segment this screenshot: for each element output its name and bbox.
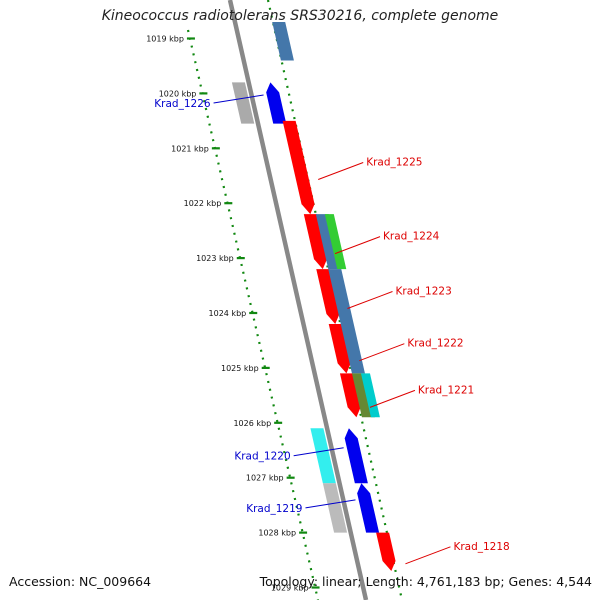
kbp-tick-label: 1024 kbp <box>209 309 247 318</box>
gene-arrow <box>266 82 287 124</box>
gene-block <box>328 269 354 324</box>
gene-label-krad-1219: Krad_1219 <box>246 503 302 515</box>
label-leader-line <box>318 162 364 180</box>
gene-arrow <box>357 483 380 533</box>
gene-block <box>322 483 348 533</box>
kbp-tick-label: 1027 kbp <box>246 474 284 483</box>
kbp-tick-label: 1028 kbp <box>258 529 296 538</box>
genome-backbone <box>227 0 369 600</box>
label-leader-line <box>334 236 381 255</box>
kbp-tick-label: 1020 kbp <box>159 89 197 98</box>
kbp-tick-label: 1025 kbp <box>221 364 259 373</box>
label-leader-line <box>359 343 405 362</box>
genome-title: Kineococcus radiotolerans SRS30216, comp… <box>101 8 499 24</box>
label-leader-line <box>305 499 356 509</box>
label-leader-line <box>405 546 451 565</box>
gene-arrow <box>316 269 340 324</box>
gene-label-krad-1218: Krad_1218 <box>453 541 509 553</box>
label-leader-line <box>293 447 344 457</box>
gene-arrow <box>328 323 351 374</box>
gene-track <box>231 22 396 572</box>
gene-label-krad-1223: Krad_1223 <box>396 286 452 298</box>
kbp-tick-label: 1026 kbp <box>233 419 271 428</box>
kbp-tick-label: 1019 kbp <box>146 35 184 44</box>
kbp-tick-label: 1029 kbp <box>271 584 309 593</box>
gene-block <box>231 82 255 124</box>
backbone-line <box>227 0 369 600</box>
gene-block <box>324 214 347 270</box>
gene-block <box>360 373 380 418</box>
gene-block <box>340 323 365 374</box>
gene-label-krad-1226: Krad_1226 <box>154 98 211 110</box>
gene-label-krad-1221: Krad_1221 <box>418 384 474 396</box>
gene-label-krad-1220: Krad_1220 <box>234 451 290 463</box>
gene-label-krad-1222: Krad_1222 <box>407 338 463 350</box>
gene-arrow <box>303 214 328 270</box>
kbp-tick-label: 1023 kbp <box>196 254 234 263</box>
kbp-tick-label: 1022 kbp <box>184 199 222 208</box>
gene-arrow <box>376 532 396 572</box>
label-leader-line <box>369 389 416 408</box>
kbp-ticks: 1019 kbp 1020 kbp 1021 kbp 1022 kbp 1023 kbp… <box>146 35 320 593</box>
gene-block <box>272 22 294 61</box>
gene-label-krad-1224: Krad_1224 <box>383 231 440 243</box>
gene-labels: Krad_1226 Krad_1225 Krad_1224 Krad_1223 Krad… <box>154 94 510 565</box>
gene-block <box>310 428 336 484</box>
label-leader-line <box>213 94 264 104</box>
gene-arrow <box>282 120 315 215</box>
accession-text: Accession: NC_009664 <box>9 574 152 589</box>
label-leader-line <box>347 291 393 309</box>
gene-arrow <box>339 373 361 418</box>
gene-arrow <box>344 428 368 484</box>
ruler-left-line <box>186 29 320 600</box>
ruler-right-track <box>266 0 404 600</box>
gene-label-krad-1225: Krad_1225 <box>366 157 422 169</box>
genome-stats-text: Topology: linear; Length: 4,761,183 bp; … <box>259 574 592 589</box>
ruler-right-line <box>266 0 404 600</box>
ruler-left-track <box>186 29 320 600</box>
kbp-tick-label: 1021 kbp <box>171 144 209 153</box>
